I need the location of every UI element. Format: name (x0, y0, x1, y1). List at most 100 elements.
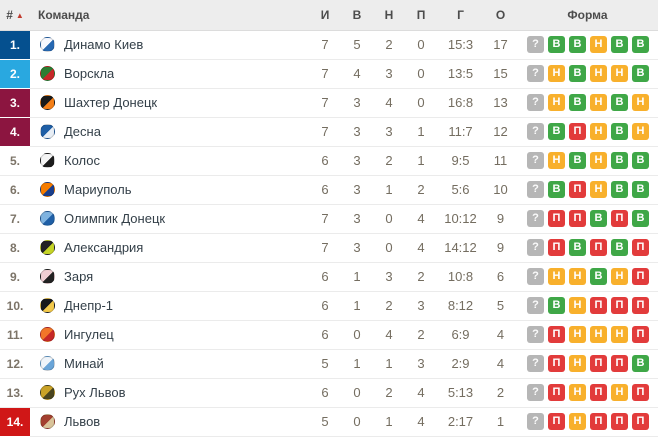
form-badge-draw[interactable]: Н (590, 65, 607, 83)
form-badge-win[interactable]: В (611, 36, 628, 54)
form-badge-win[interactable]: В (632, 65, 649, 83)
form-badge-win[interactable]: В (590, 210, 607, 228)
form-badge-draw[interactable]: Н (590, 181, 607, 199)
form-badge-loss[interactable]: П (548, 239, 565, 257)
table-row[interactable]: 13. Рух Львов 6 0 2 4 5:13 2 ? П Н П Н П (0, 378, 658, 408)
form-badge-draw[interactable]: Н (590, 152, 607, 170)
form-badge-draw[interactable]: Н (548, 94, 565, 112)
form-badge-win[interactable]: В (569, 152, 586, 170)
form-badge-draw[interactable]: Н (569, 413, 586, 431)
team-name-link[interactable]: Заря (64, 269, 94, 284)
team-name-link[interactable]: Ворскла (64, 66, 115, 81)
form-badge-draw[interactable]: Н (590, 94, 607, 112)
form-badge-win[interactable]: В (611, 239, 628, 257)
table-row[interactable]: 11. Ингулец 6 0 4 2 6:9 4 ? П Н Н Н П (0, 320, 658, 350)
form-badge-win[interactable]: В (632, 181, 649, 199)
table-row[interactable]: 12. Минай 5 1 1 3 2:9 4 ? П Н П П В (0, 349, 658, 379)
team-name-link[interactable]: Минай (64, 356, 104, 371)
form-badge-draw[interactable]: Н (611, 65, 628, 83)
form-badge-loss[interactable]: П (590, 413, 607, 431)
form-badge-draw[interactable]: Н (569, 268, 586, 286)
table-row[interactable]: 4. Десна 7 3 3 1 11:7 12 ? В П Н В Н (0, 117, 658, 147)
table-row[interactable]: 8. Александрия 7 3 0 4 14:12 9 ? П В П В П (0, 233, 658, 263)
form-badge-loss[interactable]: П (632, 413, 649, 431)
form-badge-unknown[interactable]: ? (527, 94, 544, 112)
form-badge-win[interactable]: В (548, 36, 565, 54)
form-badge-draw[interactable]: Н (632, 94, 649, 112)
form-badge-draw[interactable]: Н (569, 297, 586, 315)
team-name-link[interactable]: Ингулец (64, 327, 114, 342)
team-name-link[interactable]: Десна (64, 124, 101, 139)
form-badge-loss[interactable]: П (632, 239, 649, 257)
form-badge-draw[interactable]: Н (548, 152, 565, 170)
form-badge-win[interactable]: В (611, 181, 628, 199)
form-badge-win[interactable]: В (548, 123, 565, 141)
table-row[interactable]: 1. Динамо Киев 7 5 2 0 15:3 17 ? В В Н В В (0, 30, 658, 60)
form-badge-unknown[interactable]: ? (527, 326, 544, 344)
form-badge-loss[interactable]: П (632, 326, 649, 344)
form-badge-loss[interactable]: П (611, 355, 628, 373)
form-badge-draw[interactable]: Н (548, 65, 565, 83)
form-badge-win[interactable]: В (569, 94, 586, 112)
form-badge-loss[interactable]: П (548, 384, 565, 402)
form-badge-draw[interactable]: Н (548, 268, 565, 286)
form-badge-unknown[interactable]: ? (527, 210, 544, 228)
form-badge-draw[interactable]: Н (569, 326, 586, 344)
form-badge-unknown[interactable]: ? (527, 297, 544, 315)
team-name-link[interactable]: Колос (64, 153, 100, 168)
form-badge-win[interactable]: В (632, 210, 649, 228)
form-badge-loss[interactable]: П (548, 413, 565, 431)
form-badge-unknown[interactable]: ? (527, 65, 544, 83)
form-badge-unknown[interactable]: ? (527, 413, 544, 431)
form-badge-loss[interactable]: П (569, 181, 586, 199)
form-badge-loss[interactable]: П (611, 413, 628, 431)
form-badge-loss[interactable]: П (611, 297, 628, 315)
form-badge-win[interactable]: В (548, 181, 565, 199)
form-badge-unknown[interactable]: ? (527, 384, 544, 402)
form-badge-loss[interactable]: П (590, 384, 607, 402)
form-badge-draw[interactable]: Н (611, 384, 628, 402)
table-row[interactable]: 9. Заря 6 1 3 2 10:8 6 ? Н Н В Н П (0, 262, 658, 292)
form-badge-win[interactable]: В (632, 36, 649, 54)
form-badge-win[interactable]: В (632, 355, 649, 373)
form-badge-unknown[interactable]: ? (527, 36, 544, 54)
form-badge-win[interactable]: В (611, 94, 628, 112)
form-badge-draw[interactable]: Н (590, 326, 607, 344)
form-badge-unknown[interactable]: ? (527, 239, 544, 257)
form-badge-win[interactable]: В (569, 36, 586, 54)
team-name-link[interactable]: Динамо Киев (64, 37, 144, 52)
form-badge-draw[interactable]: Н (569, 355, 586, 373)
form-badge-unknown[interactable]: ? (527, 181, 544, 199)
form-badge-loss[interactable]: П (569, 123, 586, 141)
team-name-link[interactable]: Днепр-1 (64, 298, 114, 313)
team-name-link[interactable]: Рух Львов (64, 385, 126, 400)
team-name-link[interactable]: Олимпик Донецк (64, 211, 166, 226)
form-badge-loss[interactable]: П (611, 210, 628, 228)
form-badge-win[interactable]: В (569, 239, 586, 257)
form-badge-win[interactable]: В (632, 152, 649, 170)
team-name-link[interactable]: Львов (64, 414, 101, 429)
table-row[interactable]: 7. Олимпик Донецк 7 3 0 4 10:12 9 ? П П В П В (0, 204, 658, 234)
form-badge-win[interactable]: В (590, 268, 607, 286)
table-row[interactable]: 3. Шахтер Донецк 7 3 4 0 16:8 13 ? Н В Н В Н (0, 88, 658, 118)
form-badge-draw[interactable]: Н (590, 36, 607, 54)
form-badge-unknown[interactable]: ? (527, 268, 544, 286)
form-badge-unknown[interactable]: ? (527, 152, 544, 170)
form-badge-loss[interactable]: П (548, 355, 565, 373)
form-badge-win[interactable]: В (569, 65, 586, 83)
form-badge-loss[interactable]: П (632, 268, 649, 286)
table-row[interactable]: 10. Днепр-1 6 1 2 3 8:12 5 ? В Н П П П (0, 291, 658, 321)
form-badge-unknown[interactable]: ? (527, 355, 544, 373)
form-badge-draw[interactable]: Н (611, 326, 628, 344)
table-row[interactable]: 5. Колос 6 3 2 1 9:5 11 ? Н В Н В В (0, 146, 658, 176)
form-badge-unknown[interactable]: ? (527, 123, 544, 141)
form-badge-draw[interactable]: Н (632, 123, 649, 141)
team-name-link[interactable]: Мариуполь (64, 182, 132, 197)
form-badge-draw[interactable]: Н (569, 384, 586, 402)
form-badge-loss[interactable]: П (590, 297, 607, 315)
form-badge-draw[interactable]: Н (611, 268, 628, 286)
team-name-link[interactable]: Шахтер Донецк (64, 95, 158, 110)
form-badge-win[interactable]: В (611, 123, 628, 141)
form-badge-loss[interactable]: П (569, 210, 586, 228)
table-row[interactable]: 6. Мариуполь 6 3 1 2 5:6 10 ? В П Н В В (0, 175, 658, 205)
